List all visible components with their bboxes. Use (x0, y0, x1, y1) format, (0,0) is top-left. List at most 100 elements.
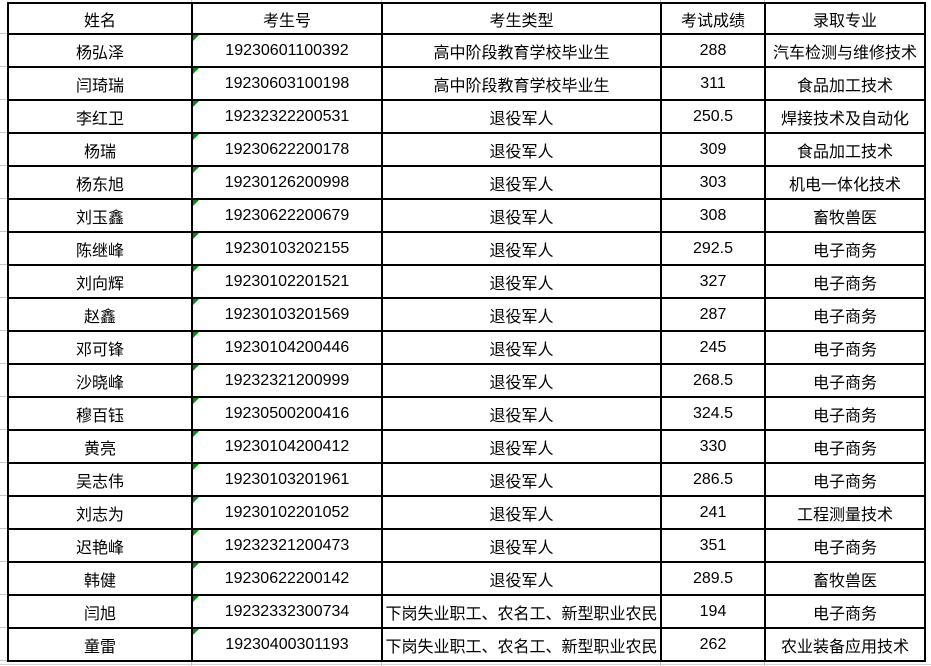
candidate-no-text: 19230102201521 (224, 272, 350, 290)
candidate-type-cell: 退役军人 (381, 330, 662, 365)
name-cell: 杨东旭 (7, 165, 193, 200)
candidate-no-text: 19230104200412 (224, 437, 350, 455)
score-cell: 324.5 (660, 396, 766, 431)
score-cell: 303 (660, 165, 766, 200)
name-cell: 迟艳峰 (7, 528, 193, 563)
candidate-no-text: 19230103202155 (224, 239, 350, 257)
table-row: 李红卫 19232322200531 退役军人 250.5 焊接技术及自动化 (7, 99, 926, 134)
candidate-no-cell: 19230622200178 (191, 132, 383, 167)
major-cell: 电子商务 (764, 297, 926, 332)
table-row: 赵鑫 19230103201569 退役军人 287 电子商务 (7, 297, 926, 332)
candidate-no-text: 19230104200446 (224, 338, 350, 356)
score-cell: 309 (660, 132, 766, 167)
major-cell: 畜牧兽医 (764, 198, 926, 233)
score-cell: 288 (660, 33, 766, 68)
candidate-type-cell: 高中阶段教育学校毕业生 (381, 33, 662, 68)
table-row: 闫旭 19232332300734 下岗失业职工、农名工、新型职业农民 194 电子商务 (7, 594, 926, 629)
candidate-no-text: 19230603100198 (224, 74, 350, 92)
table-row: 刘玉鑫 19230622200679 退役军人 308 畜牧兽医 (7, 198, 926, 233)
number-stored-as-text-indicator-icon (194, 267, 199, 272)
major-cell: 畜牧兽医 (764, 561, 926, 596)
number-stored-as-text-indicator-icon (194, 300, 199, 305)
candidate-no-cell: 19230103201961 (191, 462, 383, 497)
header-row: 姓名 考生号 考生类型 考试成绩 录取专业 (7, 2, 926, 35)
gridline-stub (191, 0, 192, 2)
name-cell: 杨瑞 (7, 132, 193, 167)
score-cell: 308 (660, 198, 766, 233)
column-header-major: 录取专业 (764, 2, 926, 35)
candidate-no-cell: 19230104200446 (191, 330, 383, 365)
number-stored-as-text-indicator-icon (194, 201, 199, 206)
table-row: 黄亮 19230104200412 退役军人 330 电子商务 (7, 429, 926, 464)
candidate-no-text: 19230622200679 (224, 206, 350, 224)
column-header-candidate-no: 考生号 (191, 2, 383, 35)
candidate-no-cell: 19230400301193 (191, 627, 383, 662)
table-row: 闫琦瑞 19230603100198 高中阶段教育学校毕业生 311 食品加工技术 (7, 66, 926, 101)
name-cell: 邓可锋 (7, 330, 193, 365)
number-stored-as-text-indicator-icon (194, 597, 199, 602)
candidate-no-cell: 19230104200412 (191, 429, 383, 464)
major-cell: 食品加工技术 (764, 66, 926, 101)
candidate-no-cell: 19230126200998 (191, 165, 383, 200)
candidate-type-cell: 退役军人 (381, 495, 662, 530)
table-row: 陈继峰 19230103202155 退役军人 292.5 电子商务 (7, 231, 926, 266)
candidate-type-cell: 退役军人 (381, 528, 662, 563)
table-row: 杨东旭 19230126200998 退役军人 303 机电一体化技术 (7, 165, 926, 200)
major-cell: 电子商务 (764, 396, 926, 431)
table-row: 童雷 19230400301193 下岗失业职工、农名工、新型职业农民 262 农业装备… (7, 627, 926, 662)
major-cell: 电子商务 (764, 264, 926, 299)
candidate-type-cell: 退役军人 (381, 198, 662, 233)
candidate-no-cell: 19232321200999 (191, 363, 383, 398)
score-cell: 351 (660, 528, 766, 563)
name-cell: 刘志为 (7, 495, 193, 530)
candidate-no-cell: 19230102201521 (191, 264, 383, 299)
table-row: 沙晓峰 19232321200999 退役军人 268.5 电子商务 (7, 363, 926, 398)
candidate-no-cell: 19230622200142 (191, 561, 383, 596)
gridline-stub (764, 0, 765, 2)
candidate-no-cell: 19230102201052 (191, 495, 383, 530)
number-stored-as-text-indicator-icon (194, 432, 199, 437)
major-cell: 焊接技术及自动化 (764, 99, 926, 134)
candidate-no-cell: 19230500200416 (191, 396, 383, 431)
name-cell: 吴志伟 (7, 462, 193, 497)
major-cell: 汽车检测与维修技术 (764, 33, 926, 68)
candidate-no-cell: 19232332300734 (191, 594, 383, 629)
name-cell: 赵鑫 (7, 297, 193, 332)
name-cell: 韩健 (7, 561, 193, 596)
candidate-type-cell: 退役军人 (381, 297, 662, 332)
name-cell: 穆百钰 (7, 396, 193, 431)
candidate-no-text: 19230103201569 (224, 305, 350, 323)
number-stored-as-text-indicator-icon (194, 498, 199, 503)
candidate-type-cell: 下岗失业职工、农名工、新型职业农民 (381, 627, 662, 662)
major-cell: 农业装备应用技术 (764, 627, 926, 662)
score-cell: 289.5 (660, 561, 766, 596)
number-stored-as-text-indicator-icon (194, 399, 199, 404)
major-cell: 机电一体化技术 (764, 165, 926, 200)
score-cell: 194 (660, 594, 766, 629)
candidate-type-cell: 高中阶段教育学校毕业生 (381, 66, 662, 101)
number-stored-as-text-indicator-icon (194, 630, 199, 635)
number-stored-as-text-indicator-icon (194, 564, 199, 569)
candidate-type-cell: 退役军人 (381, 264, 662, 299)
major-cell: 电子商务 (764, 330, 926, 365)
table-row: 邓可锋 19230104200446 退役军人 245 电子商务 (7, 330, 926, 365)
major-cell: 食品加工技术 (764, 132, 926, 167)
number-stored-as-text-indicator-icon (194, 465, 199, 470)
candidate-type-cell: 退役军人 (381, 165, 662, 200)
name-cell: 杨弘泽 (7, 33, 193, 68)
score-cell: 311 (660, 66, 766, 101)
candidate-no-text: 19230500200416 (224, 404, 350, 422)
table-row: 刘向辉 19230102201521 退役军人 327 电子商务 (7, 264, 926, 299)
gridline-stub (381, 0, 382, 2)
score-cell: 245 (660, 330, 766, 365)
number-stored-as-text-indicator-icon (194, 366, 199, 371)
name-cell: 闫旭 (7, 594, 193, 629)
candidate-type-cell: 下岗失业职工、农名工、新型职业农民 (381, 594, 662, 629)
number-stored-as-text-indicator-icon (194, 333, 199, 338)
number-stored-as-text-indicator-icon (194, 102, 199, 107)
candidate-type-cell: 退役军人 (381, 429, 662, 464)
candidate-no-text: 19230126200998 (224, 173, 350, 191)
candidate-type-cell: 退役军人 (381, 231, 662, 266)
candidate-type-cell: 退役军人 (381, 99, 662, 134)
